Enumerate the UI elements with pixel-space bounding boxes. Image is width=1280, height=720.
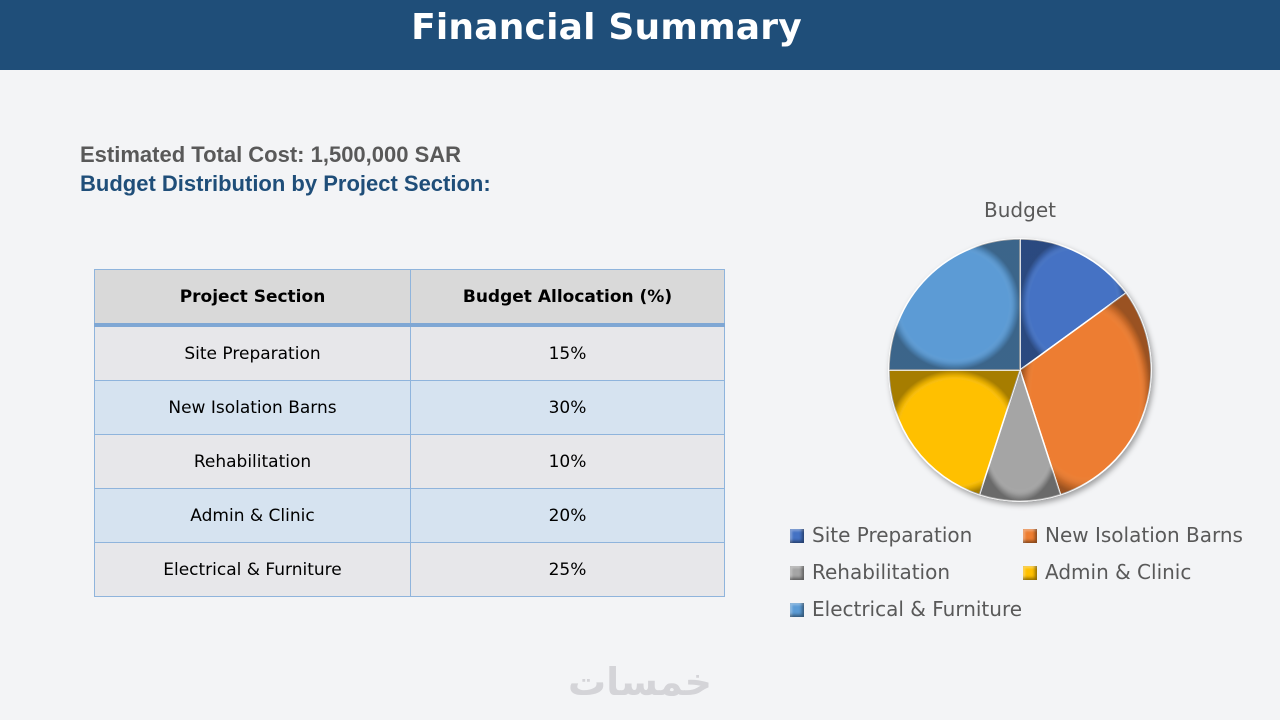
row-section: Electrical & Furniture [94, 542, 411, 597]
row-allocation: 30% [410, 380, 725, 435]
budget-pie-chart: Budget Site Preparation New Isolation Ba… [760, 180, 1280, 640]
legend-swatch [790, 566, 804, 580]
legend-label: Site Preparation [812, 523, 973, 547]
pie-slice-bevel-rehabilitation [979, 370, 1061, 501]
estimated-total-cost: Estimated Total Cost: 1,500,000 SAR [80, 142, 462, 167]
legend-label: New Isolation Barns [1045, 523, 1243, 547]
legend-label: Admin & Clinic [1045, 560, 1192, 584]
row-allocation: 15% [410, 324, 725, 381]
legend-item-site-preparation: Site Preparation [790, 522, 972, 548]
header-budget-allocation: Budget Allocation (%) [410, 269, 725, 327]
row-section: Rehabilitation [94, 434, 411, 489]
legend-item-admin-clinic: Admin & Clinic [1023, 559, 1191, 585]
table-row: Rehabilitation 10% [94, 434, 725, 489]
chart-title: Budget [984, 198, 1056, 222]
legend-item-electrical-furniture: Electrical & Furniture [790, 596, 1022, 622]
legend-item-new-isolation-barns: New Isolation Barns [1023, 522, 1243, 548]
row-allocation: 20% [410, 488, 725, 543]
pie-svg [888, 238, 1152, 502]
legend-label: Rehabilitation [812, 560, 951, 584]
pie-slice-bevel-site-preparation [1020, 239, 1126, 370]
row-allocation: 10% [410, 434, 725, 489]
page-title: Financial Summary [411, 7, 802, 48]
row-section: Admin & Clinic [94, 488, 411, 543]
budget-distribution-heading: Budget Distribution by Project Section: [80, 171, 491, 196]
row-allocation: 25% [410, 542, 725, 597]
pie-slice-bevel-admin-clinic [889, 370, 1020, 495]
pie-slice-bevel-new-isolation-barns [1020, 293, 1151, 495]
watermark-logo: خمسات [568, 660, 712, 704]
table-row: New Isolation Barns 30% [94, 380, 725, 435]
legend-swatch [790, 529, 804, 543]
row-section: New Isolation Barns [94, 380, 411, 435]
legend-swatch [1023, 566, 1037, 580]
row-section: Site Preparation [94, 324, 411, 381]
table-header-row: Project Section Budget Allocation (%) [94, 269, 725, 327]
pie-slice-bevel-electrical-furniture [889, 239, 1020, 370]
table-row: Electrical & Furniture 25% [94, 542, 725, 597]
legend-swatch [790, 603, 804, 617]
table-row: Admin & Clinic 20% [94, 488, 725, 543]
legend-swatch [1023, 529, 1037, 543]
header-project-section: Project Section [94, 269, 411, 327]
table-row: Site Preparation 15% [94, 324, 725, 381]
legend-item-rehabilitation: Rehabilitation [790, 559, 950, 585]
title-bar: Financial Summary [0, 0, 1280, 70]
legend-label: Electrical & Furniture [812, 597, 1023, 621]
budget-table: Project Section Budget Allocation (%) Si… [94, 269, 725, 597]
